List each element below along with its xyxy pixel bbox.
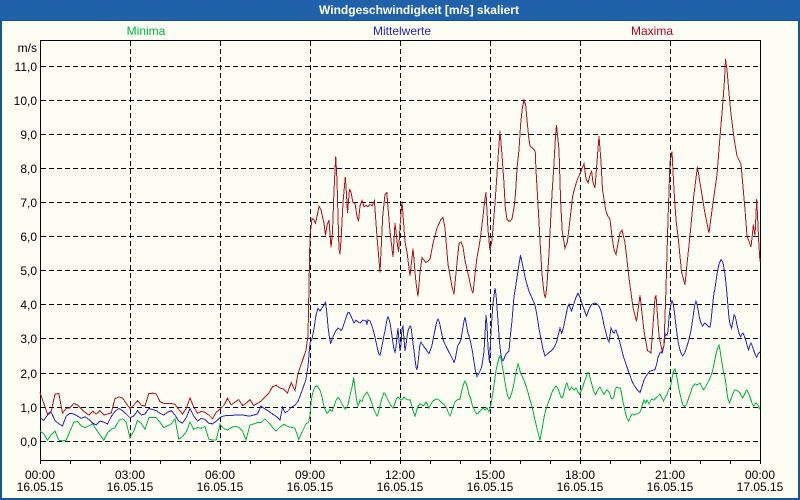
svg-text:00:00: 00:00 [745, 468, 775, 482]
svg-text:Mittelwerte: Mittelwerte [373, 24, 431, 38]
svg-text:Maxima: Maxima [631, 24, 673, 38]
svg-text:16.05.15: 16.05.15 [287, 480, 334, 494]
svg-text:16.05.15: 16.05.15 [197, 480, 244, 494]
svg-text:6,0: 6,0 [20, 230, 37, 244]
svg-text:16.05.15: 16.05.15 [647, 480, 694, 494]
svg-text:2,0: 2,0 [20, 367, 37, 381]
svg-text:15:00: 15:00 [475, 468, 505, 482]
svg-text:16.05.15: 16.05.15 [557, 480, 604, 494]
svg-text:18:00: 18:00 [565, 468, 595, 482]
svg-text:16.05.15: 16.05.15 [467, 480, 514, 494]
svg-text:7,0: 7,0 [20, 196, 37, 210]
svg-text:9,0: 9,0 [20, 128, 37, 142]
svg-text:10,0: 10,0 [14, 94, 38, 108]
svg-text:17.05.15: 17.05.15 [737, 480, 784, 494]
svg-text:11,0: 11,0 [15, 60, 38, 74]
svg-text:16.05.15: 16.05.15 [377, 480, 424, 494]
svg-text:09:00: 09:00 [295, 468, 325, 482]
svg-text:3,0: 3,0 [20, 332, 37, 346]
svg-text:16.05.15: 16.05.15 [107, 480, 154, 494]
svg-text:21:00: 21:00 [655, 468, 685, 482]
svg-text:8,0: 8,0 [20, 162, 37, 176]
svg-text:06:00: 06:00 [205, 468, 235, 482]
svg-text:03:00: 03:00 [115, 468, 145, 482]
svg-text:0,0: 0,0 [20, 435, 37, 449]
svg-text:m/s: m/s [18, 41, 37, 55]
svg-text:00:00: 00:00 [25, 468, 55, 482]
svg-text:12:00: 12:00 [385, 468, 415, 482]
svg-text:5,0: 5,0 [20, 264, 37, 278]
svg-text:Minima: Minima [127, 24, 166, 38]
svg-text:1,0: 1,0 [20, 401, 37, 415]
svg-text:16.05.15: 16.05.15 [17, 480, 64, 494]
svg-text:4,0: 4,0 [20, 298, 37, 312]
